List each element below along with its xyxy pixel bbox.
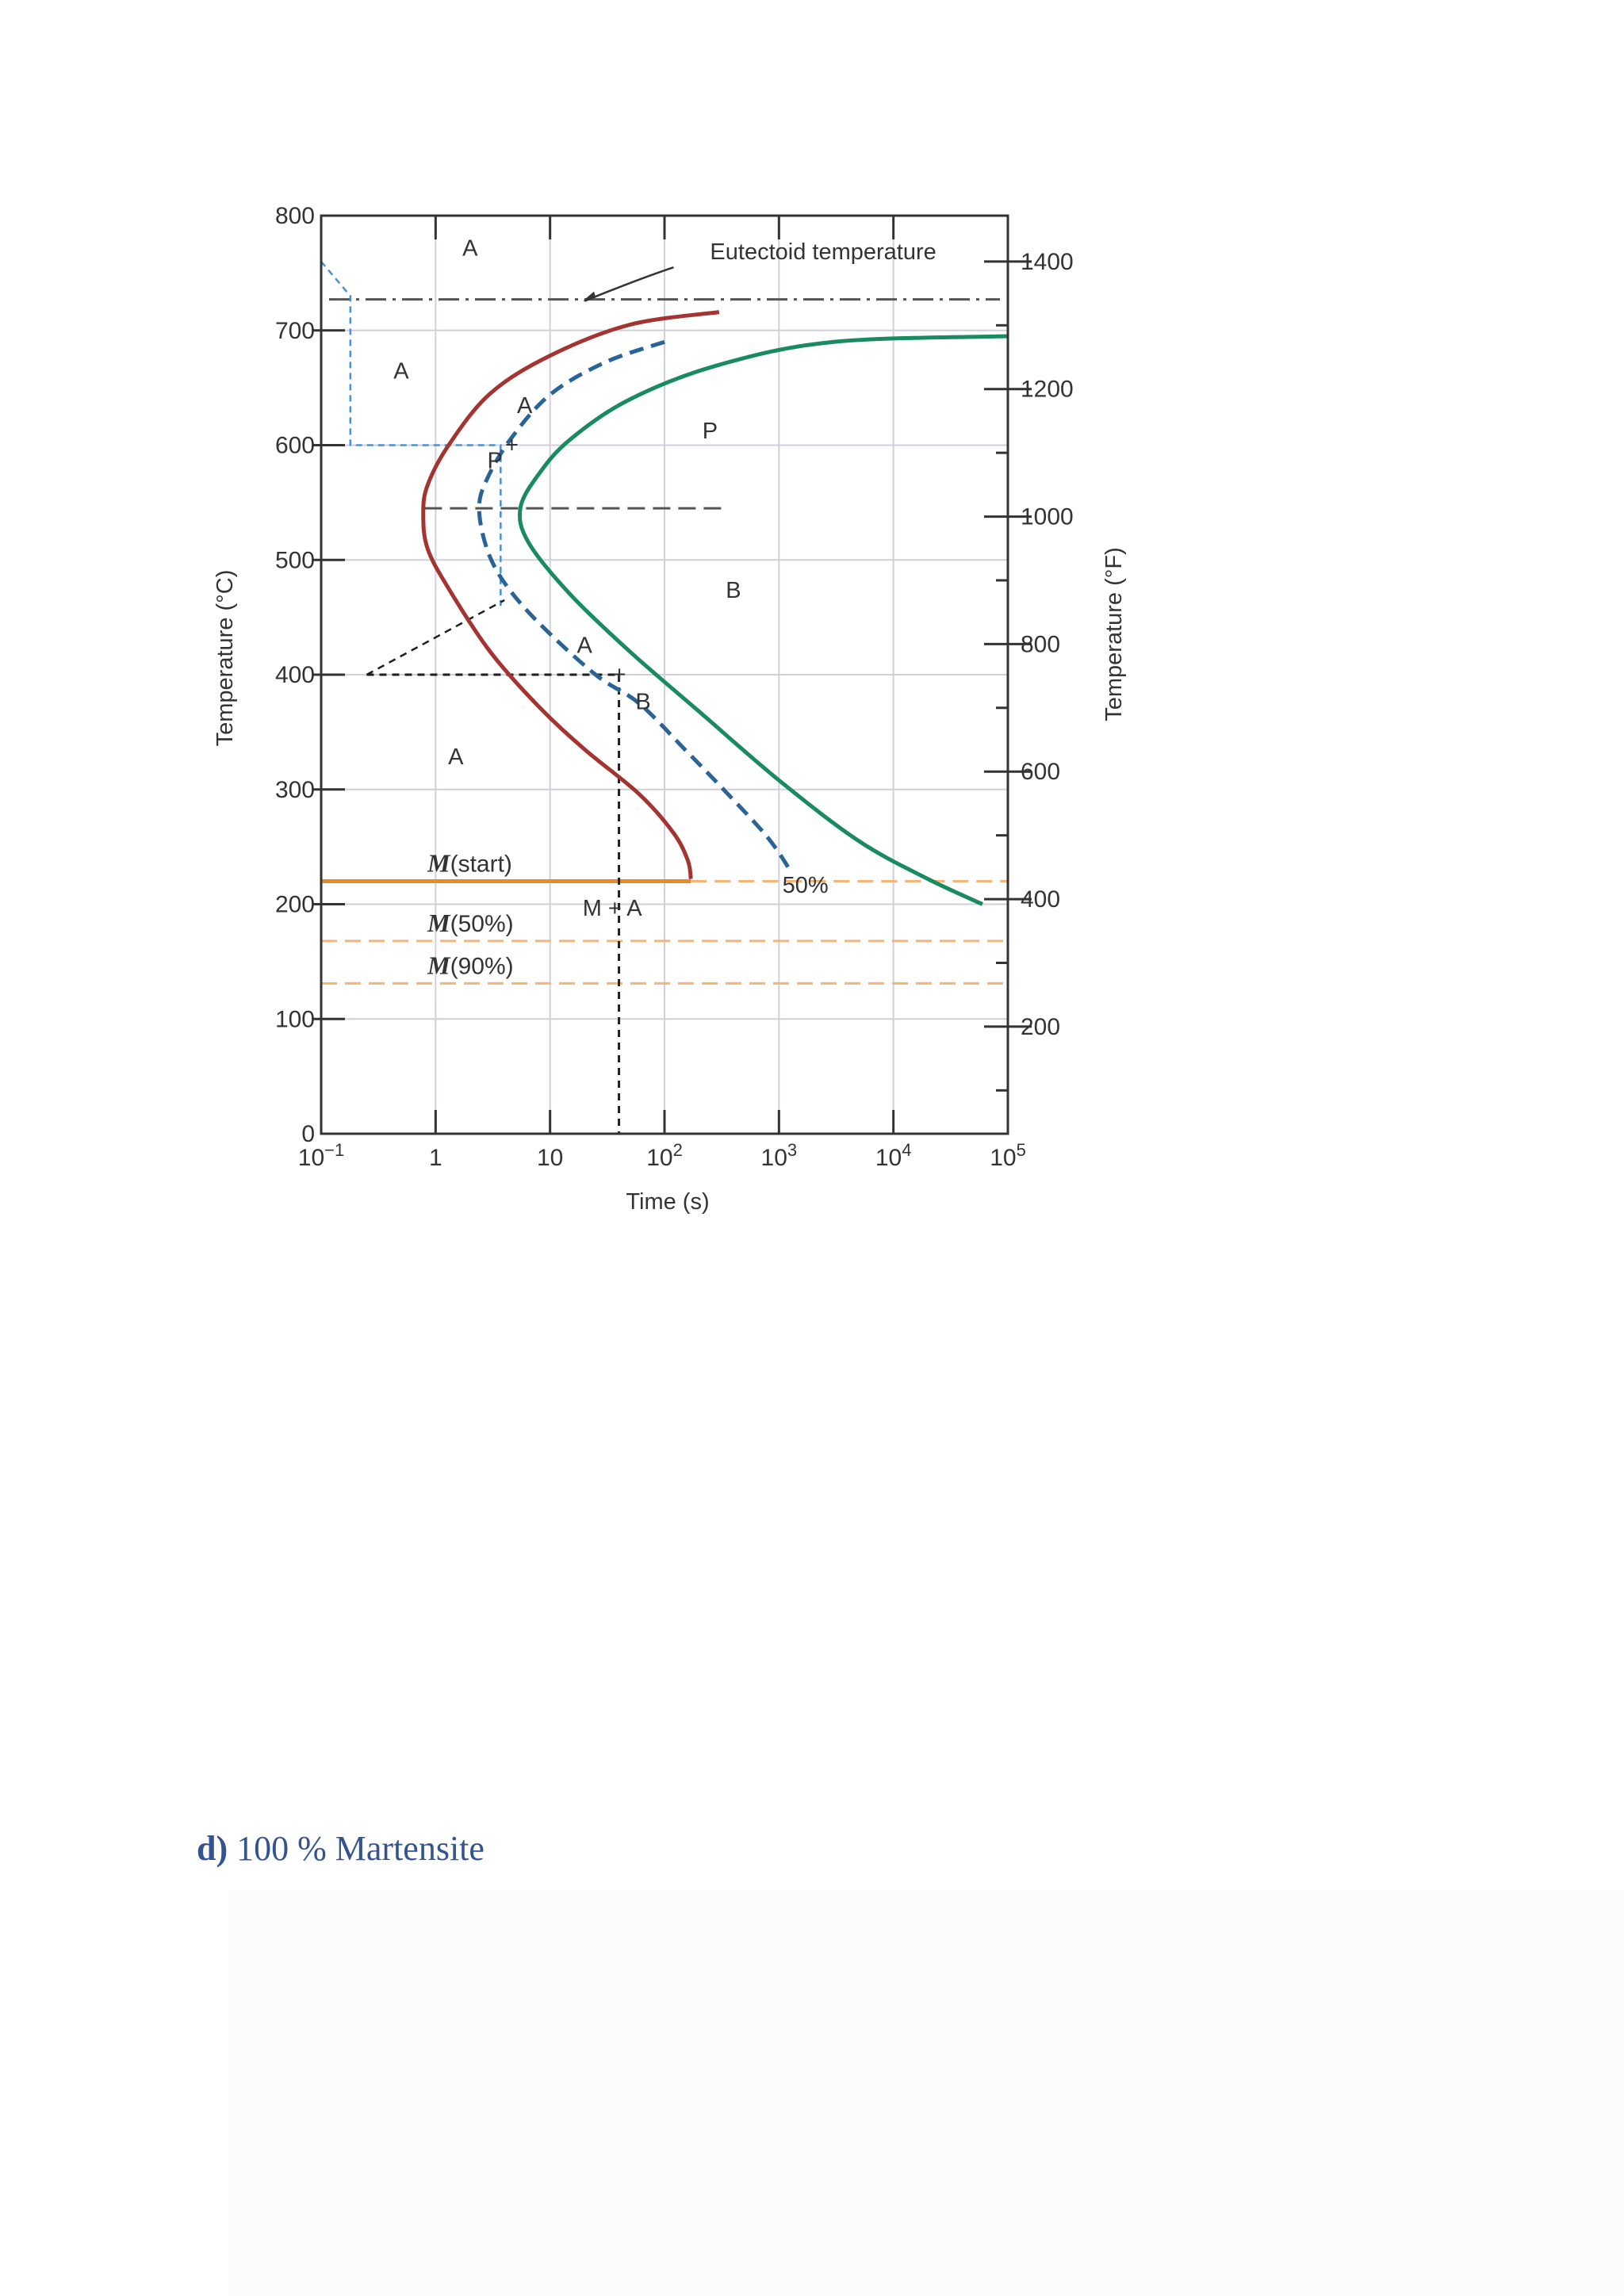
lower-page-shading xyxy=(228,1891,1624,2296)
eutectoid-arrowhead xyxy=(583,291,596,301)
curve-start xyxy=(421,310,720,880)
x-tick-label: 105 xyxy=(990,1140,1026,1171)
blue-guide-path xyxy=(320,261,502,607)
x-tick-label: 104 xyxy=(875,1140,912,1171)
answer-text: 100 % Martensite xyxy=(236,1829,485,1868)
y-tick-label: 100 xyxy=(275,1006,315,1032)
transformation-curves xyxy=(421,310,1009,906)
guide-paths xyxy=(320,261,621,1134)
y2-tick-label: 1400 xyxy=(1021,249,1074,275)
y2-axis-label: Temperature (°F) xyxy=(1101,547,1127,721)
region-label: M + A xyxy=(583,896,643,921)
m-label: M(90%) xyxy=(427,951,513,979)
y-tick-label: 800 xyxy=(275,203,315,229)
y-tick-label: 700 xyxy=(275,318,315,344)
y-tick-label: 400 xyxy=(275,662,315,688)
x-axis-label: Time (s) xyxy=(626,1189,709,1215)
y2-tick-label: 1200 xyxy=(1021,377,1074,403)
plus-marker: + xyxy=(613,662,626,687)
region-label: B xyxy=(726,578,741,603)
region-label: A xyxy=(448,744,464,770)
region-label: A xyxy=(393,359,409,385)
black-guide-diagonal xyxy=(366,599,505,676)
y-tick-label: 600 xyxy=(275,433,315,459)
region-label: A xyxy=(576,633,592,658)
region-label: P xyxy=(488,448,503,473)
y-axis-label: Temperature (°C) xyxy=(213,570,238,747)
y-tick-label: 0 xyxy=(301,1121,315,1147)
eutectoid-label: Eutectoid temperature xyxy=(710,239,936,265)
curve-half xyxy=(477,339,794,874)
m-label: M(start) xyxy=(427,849,512,878)
x-tick-label: 10 xyxy=(537,1145,563,1171)
y2-tick-label: 400 xyxy=(1021,886,1060,913)
plot-frame xyxy=(313,214,1032,1135)
answer-caption: d) 100 % Martensite xyxy=(197,1828,485,1869)
chart-labels: 10−1 1 10 102 103 104 105 0 100 200 300 400 500 600 70… xyxy=(275,203,1074,1171)
answer-letter: d) xyxy=(197,1829,228,1868)
ttt-diagram: 10−1 1 10 102 103 104 105 0 100 200 300 400 500 600 70… xyxy=(213,203,1127,1215)
plot-border xyxy=(320,214,1009,1135)
region-label: 50% xyxy=(783,873,829,898)
martensite-lines xyxy=(321,879,1008,985)
y-tick-label: 300 xyxy=(275,777,315,803)
m-label: M(50%) xyxy=(427,909,513,937)
region-label: P xyxy=(703,419,718,444)
eutectoid-arrow xyxy=(584,266,674,302)
plus-marker: + xyxy=(505,433,519,458)
curve-finish xyxy=(517,334,1009,906)
region-label: A xyxy=(517,393,533,419)
x-tick-label: 10−1 xyxy=(298,1140,344,1171)
axis-titles: Time (s) Temperature (°C) Temperature (°… xyxy=(213,547,1127,1215)
x-tick-label: 103 xyxy=(761,1140,798,1171)
x-tick-label: 1 xyxy=(429,1145,442,1171)
y2-tick-label: 1000 xyxy=(1021,504,1074,530)
y-tick-label: 500 xyxy=(275,547,315,573)
y2-tick-label: 600 xyxy=(1021,759,1060,785)
region-label: B xyxy=(635,689,650,714)
y-tick-label: 200 xyxy=(275,892,315,918)
region-label: A xyxy=(462,236,478,262)
y2-tick-label: 800 xyxy=(1021,631,1060,657)
y2-tick-label: 200 xyxy=(1021,1014,1060,1040)
x-tick-label: 102 xyxy=(646,1140,683,1171)
